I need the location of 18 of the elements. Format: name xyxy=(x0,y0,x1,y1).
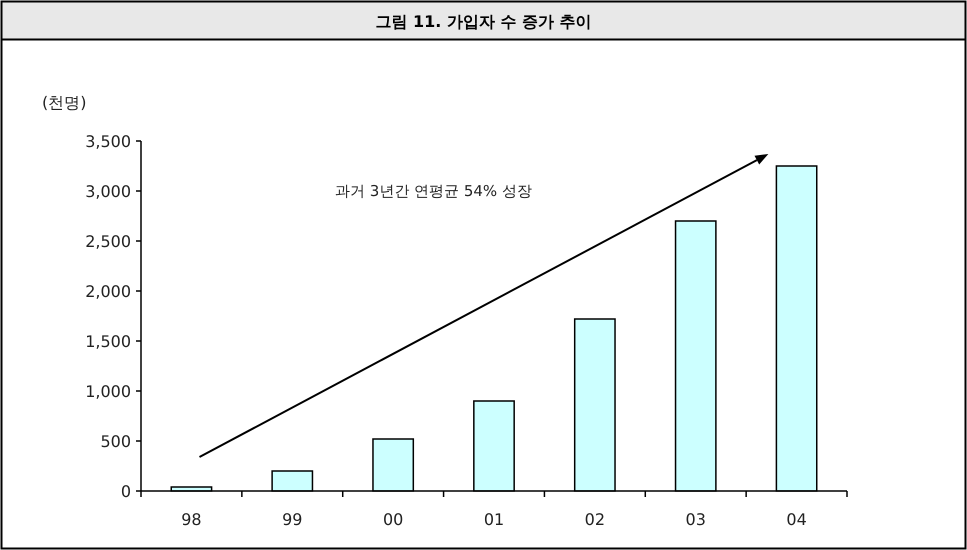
y-tick-label: 3,500 xyxy=(85,132,131,151)
annotation: 과거 3년간 연평균 54% 성장 xyxy=(335,182,532,200)
x-tick-label: 03 xyxy=(686,510,706,529)
x-tick-label: 98 xyxy=(181,510,202,529)
y-tick-label: 0 xyxy=(120,482,131,501)
x-tick-label: 99 xyxy=(282,510,302,529)
y-tick-label: 1,000 xyxy=(85,382,131,401)
x-tick-label: 04 xyxy=(786,510,807,529)
y-tick-label: 2,000 xyxy=(85,282,131,301)
x-tick-label: 01 xyxy=(484,510,504,529)
chart-title: 그림 11. 가입자 수 증가 추이 xyxy=(375,12,592,31)
y-tick-label: 500 xyxy=(100,432,131,451)
y-axis-title: (천명) xyxy=(42,93,86,112)
y-tick-label: 3,000 xyxy=(85,182,131,201)
y-tick-label: 2,500 xyxy=(85,232,131,251)
x-tick-label: 00 xyxy=(382,510,404,529)
y-tick-label: 1,500 xyxy=(85,332,131,351)
x-tick-label: 02 xyxy=(584,510,606,529)
